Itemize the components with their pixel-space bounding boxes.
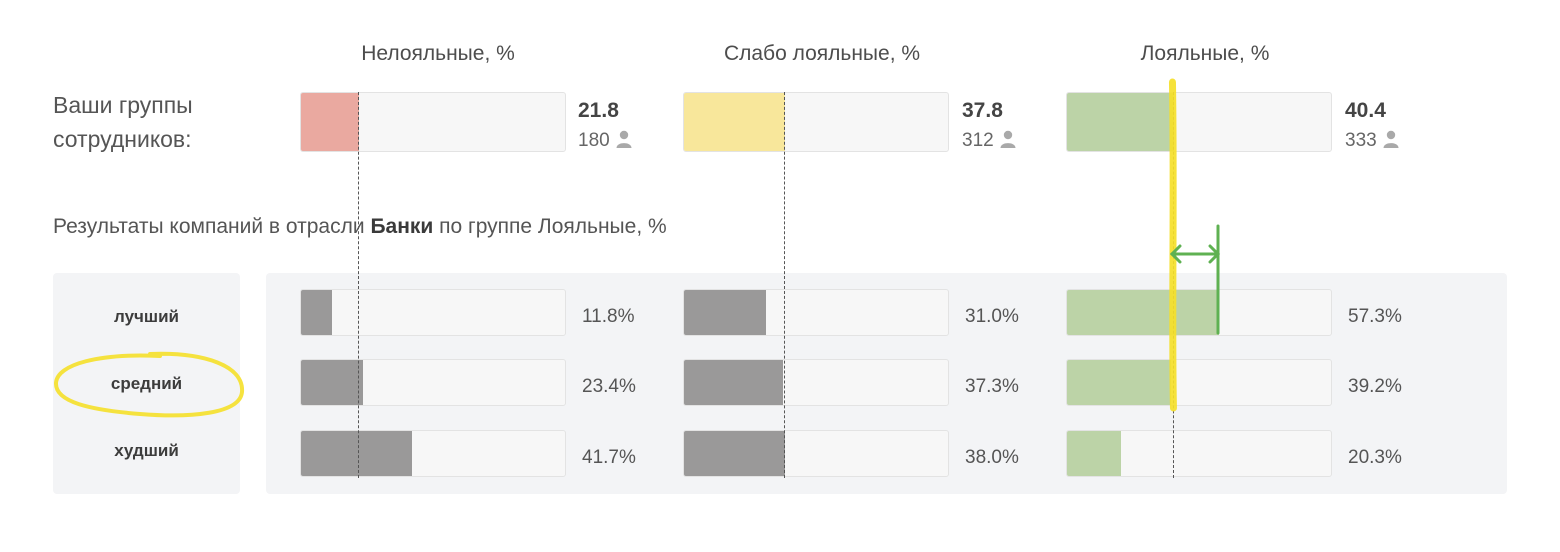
- count-text: 180: [578, 130, 610, 151]
- benchmark-value: 31.0%: [965, 306, 1019, 327]
- row-label-best: лучший: [114, 307, 179, 326]
- your-group-count-disloyal: 180: [578, 130, 632, 154]
- benchmark-fill: [301, 431, 412, 476]
- your-group-fill-loyal: [1067, 93, 1175, 151]
- row-label-panel: [53, 273, 240, 494]
- benchmark-value: 20.3%: [1348, 447, 1402, 468]
- benchmark-bar: [1066, 359, 1332, 406]
- column-header-loyal: Лояльные, %: [1140, 42, 1270, 65]
- your-group-bar-disloyal: [300, 92, 566, 152]
- benchmark-value: 23.4%: [582, 376, 636, 397]
- benchmark-fill: [1067, 290, 1220, 335]
- benchmark-value: 57.3%: [1348, 306, 1402, 327]
- benchmark-bar: [1066, 430, 1332, 477]
- benchmark-value: 41.7%: [582, 447, 636, 468]
- gap-arrow-head-left: [1169, 244, 1182, 264]
- your-group-fill-disloyal: [301, 93, 359, 151]
- benchmark-bar: [683, 430, 949, 477]
- count-text: 312: [962, 130, 994, 151]
- benchmark-fill: [684, 290, 767, 335]
- highlight-circle: [53, 351, 245, 418]
- benchmark-fill: [684, 360, 784, 405]
- highlight-yellow-line: [1168, 78, 1177, 412]
- benchmark-value: 11.8%: [582, 306, 635, 327]
- your-group-count-loyal: 333: [1345, 130, 1399, 154]
- benchmark-value: 37.3%: [965, 376, 1019, 397]
- benchmark-subtitle: Результаты компаний в отрасли Банки по г…: [53, 215, 667, 239]
- benchmark-bar: [683, 289, 949, 336]
- your-group-bar-loyal: [1066, 92, 1332, 152]
- your-groups-label: Ваши группы сотрудников:: [53, 92, 193, 152]
- benchmark-bar: [300, 359, 566, 406]
- row-label-worst: худший: [114, 441, 179, 460]
- your-group-count-weakly-loyal: 312: [962, 130, 1016, 154]
- subtitle-pre: Результаты компаний в отрасли: [53, 215, 365, 238]
- column-header-disloyal: Нелояльные, %: [361, 42, 515, 65]
- your-group-value-loyal: 40.4: [1345, 99, 1386, 122]
- benchmark-fill: [301, 360, 364, 405]
- your-group-value-disloyal: 21.8: [578, 99, 619, 122]
- person-icon: [616, 130, 632, 154]
- subtitle-post: по группе Лояльные, %: [439, 215, 667, 238]
- benchmark-fill: [684, 431, 786, 476]
- benchmark-bar: [1066, 289, 1332, 336]
- reference-line-weakly-loyal: [783, 92, 785, 478]
- benchmark-bar: [300, 289, 566, 336]
- benchmark-fill: [1067, 431, 1121, 476]
- benchmark-value: 38.0%: [965, 447, 1019, 468]
- subtitle-industry: Банки: [370, 215, 434, 238]
- benchmark-bar: [683, 359, 949, 406]
- benchmark-bar: [300, 430, 566, 477]
- column-header-weakly-loyal: Слабо лояльные, %: [723, 42, 921, 65]
- your-group-value-weakly-loyal: 37.8: [962, 99, 1003, 122]
- benchmark-fill: [301, 290, 333, 335]
- person-icon: [1000, 130, 1016, 154]
- person-icon: [1383, 130, 1399, 154]
- gap-arrow-icon: [1169, 224, 1221, 335]
- row-label-average: средний: [110, 374, 183, 393]
- benchmark-value: 39.2%: [1348, 376, 1402, 397]
- benchmark-fill: [1067, 360, 1172, 405]
- count-text: 333: [1345, 130, 1377, 151]
- reference-line-disloyal: [357, 92, 359, 478]
- your-group-fill-weakly-loyal: [684, 93, 785, 151]
- your-group-bar-weakly-loyal: [683, 92, 949, 152]
